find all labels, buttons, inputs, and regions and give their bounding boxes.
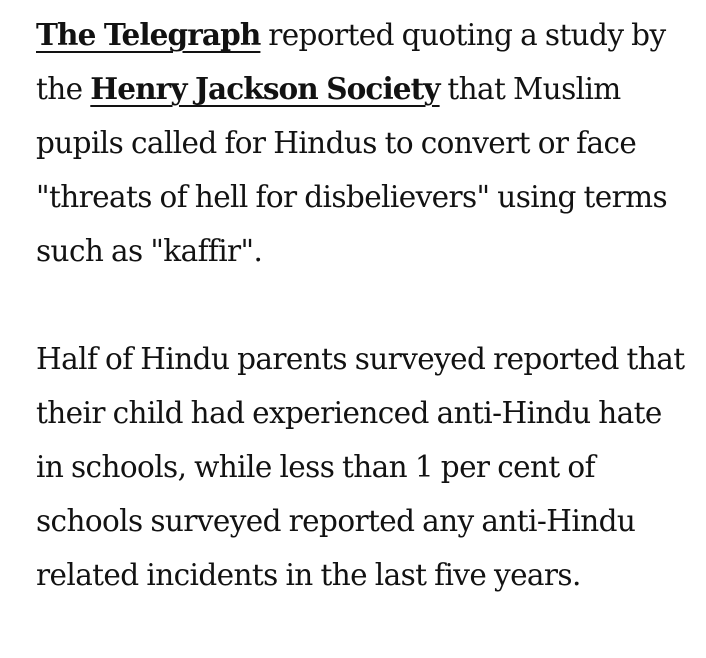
paragraph-survey-findings: Half of Hindu parents surveyed reported … [36,332,686,602]
telegraph-link[interactable]: The Telegraph [36,17,261,52]
paragraph-telegraph-report: The Telegraph reported quoting a study b… [36,8,686,278]
paragraph-text: reported quoting a study by the [36,18,666,106]
paragraph-text: Half of Hindu parents surveyed reported … [36,342,685,592]
paragraph-text: that Muslim pupils called for Hindus to … [36,72,668,268]
henry-jackson-society-link[interactable]: Henry Jackson Society [90,71,440,106]
article-body: The Telegraph reported quoting a study b… [36,8,686,602]
